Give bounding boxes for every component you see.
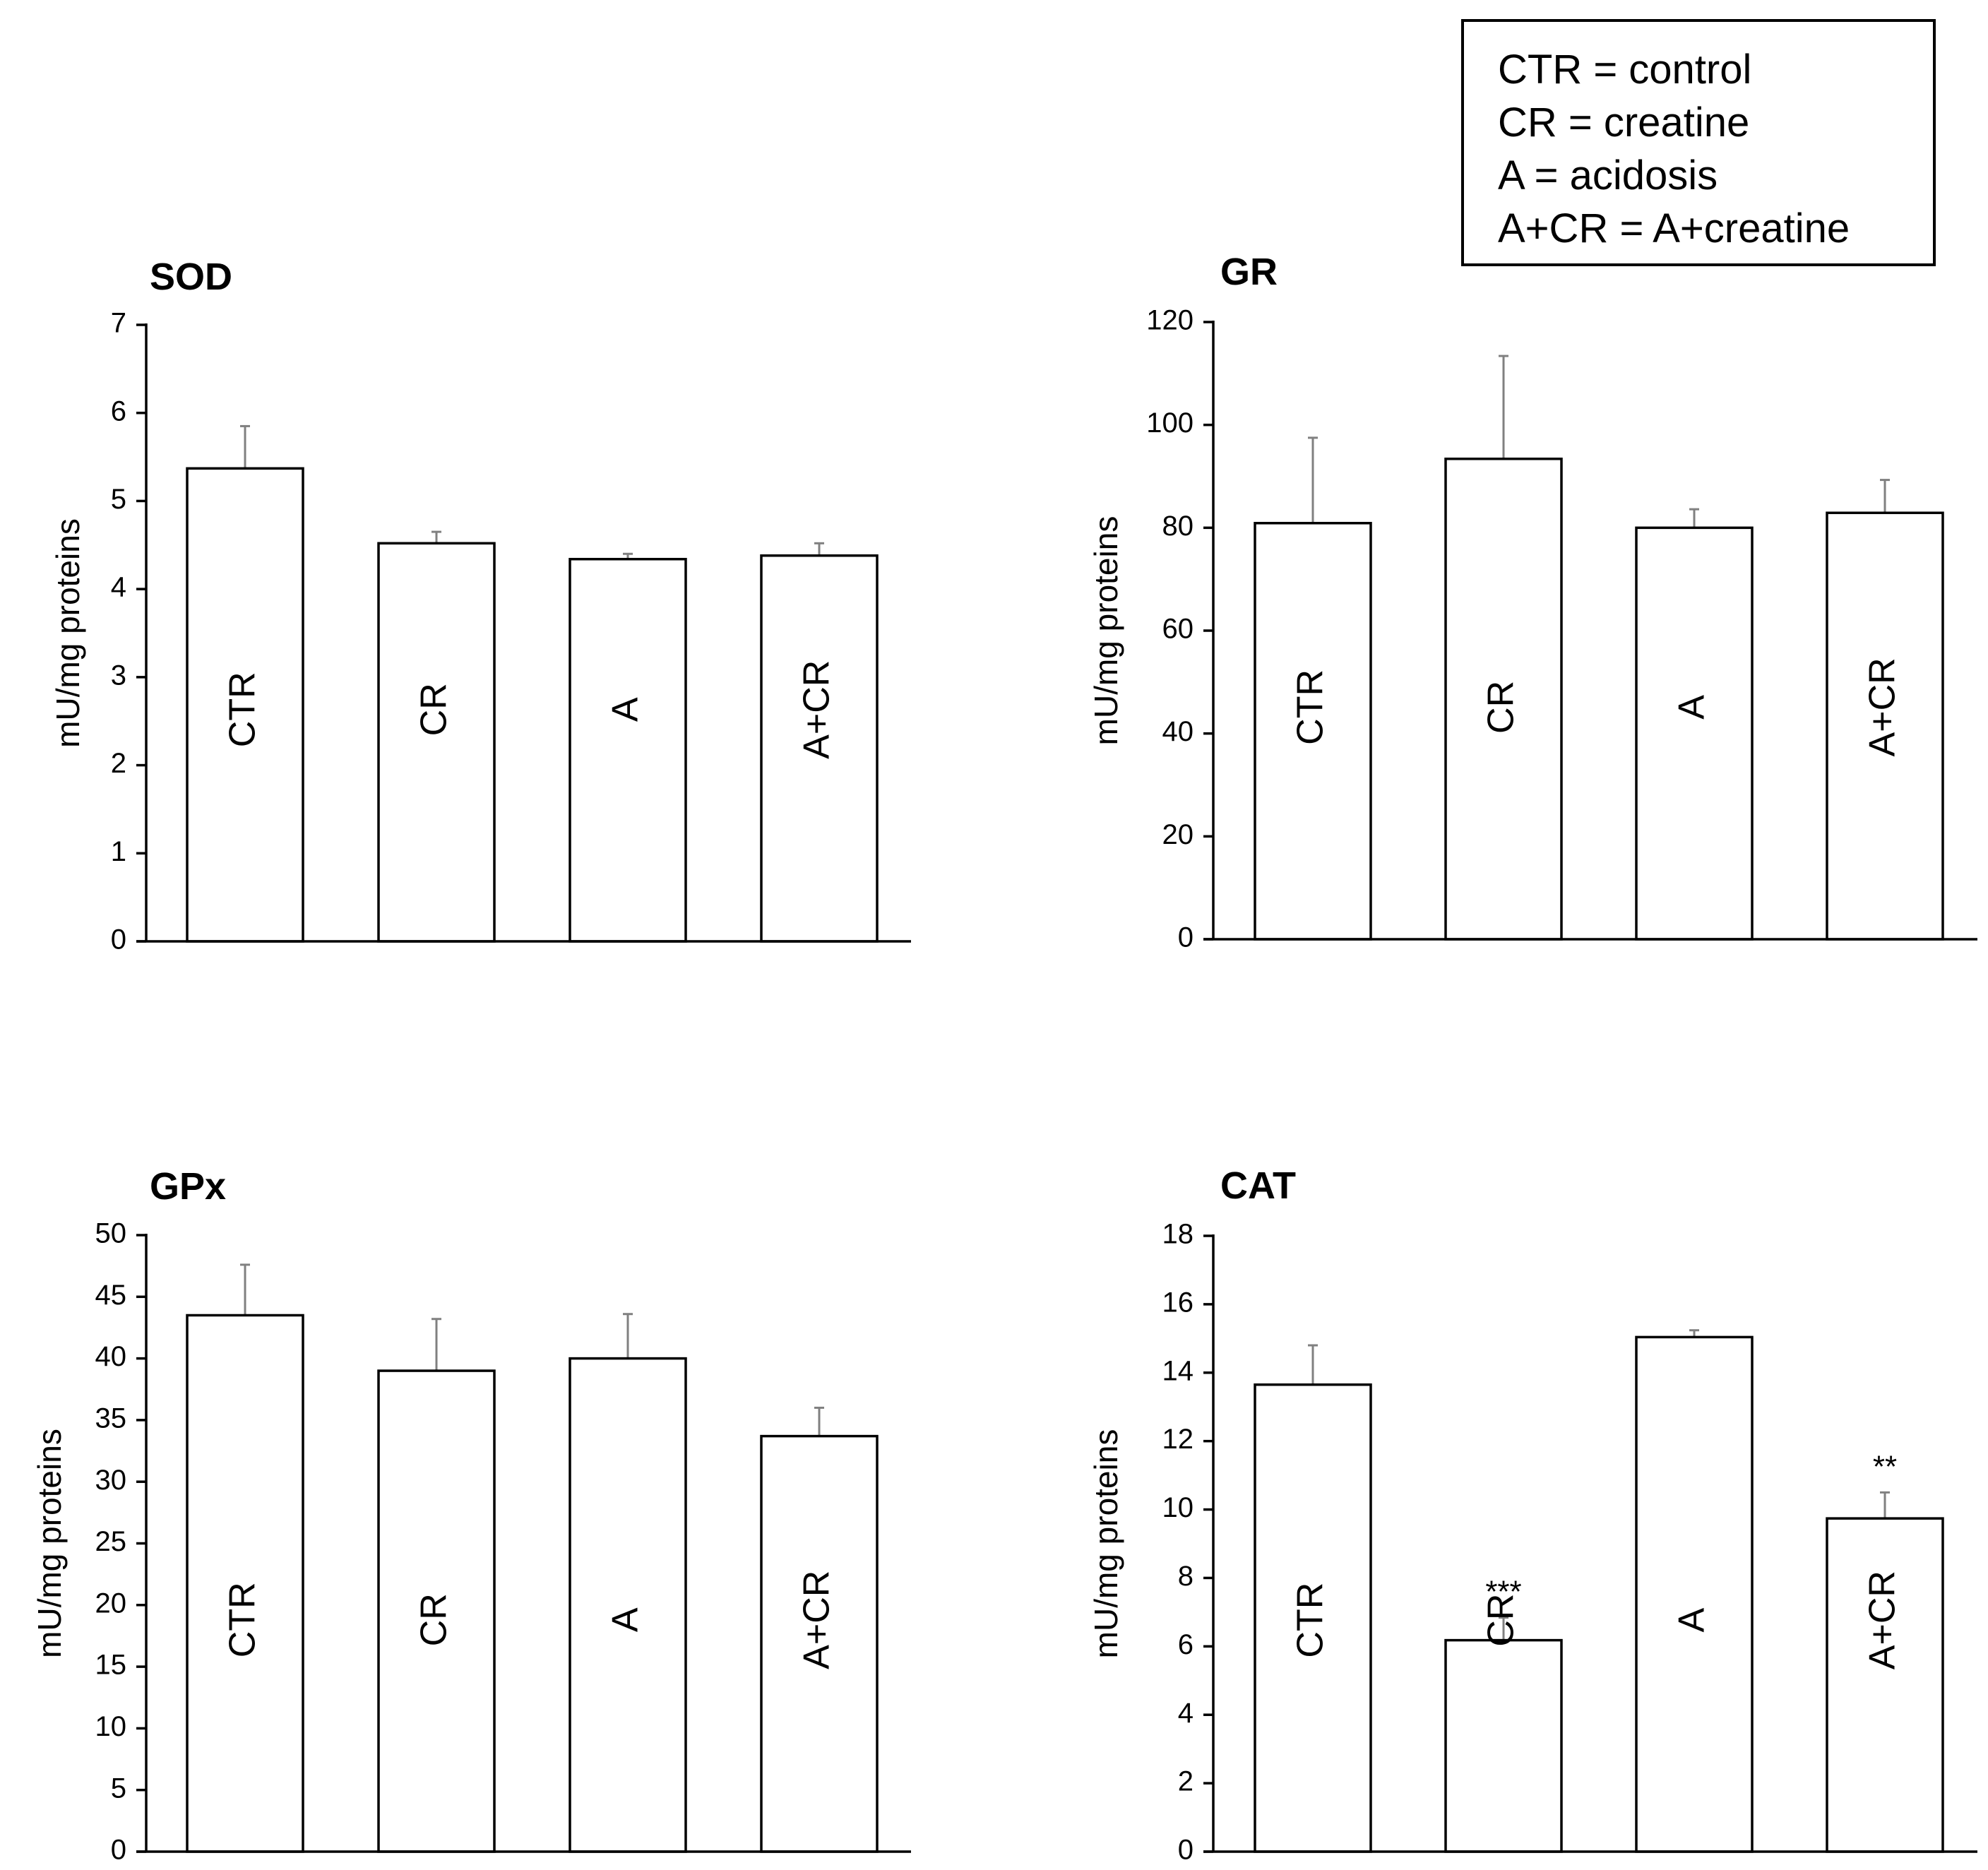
y-tick-label: 18 [1162, 1219, 1194, 1250]
chart-gpx: GPx mU/mg proteins CTR CR A A+CR 0 5 10 15 20 25 30 3… [31, 1165, 911, 1866]
bar-label-a-cr: A+CR [797, 660, 838, 759]
chart-title: GR [1220, 251, 1278, 293]
legend-entry-ctr: CTR = control [1498, 47, 1752, 93]
bar-cr [1444, 457, 1563, 941]
y-tick-label: 2 [111, 748, 126, 779]
y-tick-label: 14 [1162, 1355, 1194, 1386]
y-tick-label: 0 [111, 924, 126, 955]
y-tick-label: 10 [1162, 1492, 1194, 1523]
bar-label-a: A [605, 1607, 646, 1632]
chart-title: SOD [150, 256, 232, 298]
bar-label-cr: CR [1481, 1594, 1522, 1647]
y-tick-label: 6 [111, 395, 126, 427]
bar-a [569, 557, 687, 943]
bar-label-a: A [1672, 1607, 1713, 1632]
bar-a-cr [1826, 511, 1944, 941]
y-tick-label: 60 [1162, 614, 1194, 645]
y-tick-label: 25 [95, 1526, 127, 1557]
y-tick-label: 4 [111, 572, 126, 603]
y-tick-label: 2 [1178, 1766, 1194, 1797]
y-tick-label: 5 [111, 1773, 126, 1804]
y-tick-label: 6 [1178, 1629, 1194, 1660]
bar-cr [377, 542, 496, 943]
y-tick-label: 40 [95, 1341, 127, 1372]
y-tick-label: 12 [1162, 1424, 1194, 1455]
y-tick-label: 40 [1162, 716, 1194, 747]
bar-label-ctr: CTR [1290, 1583, 1331, 1658]
bar-label-ctr: CTR [1290, 669, 1331, 745]
significance-cr: *** [1485, 1575, 1521, 1609]
bar-ctr [186, 467, 304, 943]
y-tick-label: 0 [1178, 1835, 1194, 1866]
bar-label-a-cr: A+CR [797, 1571, 838, 1669]
bar-label-a-cr: A+CR [1862, 657, 1903, 756]
bar-a-cr [760, 554, 879, 943]
y-axis-label: mU/mg proteins [1088, 1429, 1124, 1659]
bar-label-cr: CR [414, 1593, 455, 1646]
legend-entry-cr: CR = creatine [1498, 100, 1750, 145]
y-tick-label: 45 [95, 1280, 127, 1311]
bar-ctr [1254, 1383, 1372, 1853]
bar-label-ctr: CTR [222, 1582, 263, 1657]
bar-a-cr [1826, 1517, 1944, 1853]
y-tick-label: 5 [111, 484, 126, 515]
y-tick-label: 80 [1162, 511, 1194, 542]
y-tick-label: 1 [111, 836, 126, 867]
chart-sod: SOD mU/mg proteins CTR CR A A+CR 0 1 2 3 4 5 6 7 [49, 256, 911, 955]
bar-a [1635, 526, 1754, 941]
y-tick-label: 120 [1146, 305, 1194, 336]
y-tick-label: 20 [1162, 819, 1194, 850]
y-tick-label: 20 [95, 1588, 127, 1619]
legend-box: CTR = control CR = creatine A = acidosis… [1461, 19, 1936, 266]
bar-a-cr [760, 1434, 879, 1853]
legend-entry-a-cr: A+CR = A+creatine [1498, 206, 1850, 251]
y-tick-label: 3 [111, 660, 126, 691]
chart-cat: CAT mU/mg proteins CTR CR*** A A+CR ** 0 2 4 6 8 10 1… [1088, 1165, 1977, 1866]
y-tick-label: 35 [95, 1402, 127, 1434]
y-tick-label: 15 [95, 1650, 127, 1681]
bar-label-a: A [1672, 695, 1713, 720]
bar-label-a: A [605, 697, 646, 722]
y-axis-label: mU/mg proteins [49, 518, 86, 748]
chart-title: CAT [1220, 1165, 1296, 1207]
y-axis-label: mU/mg proteins [1088, 516, 1124, 746]
y-tick-label: 0 [1178, 922, 1194, 953]
y-tick-label: 8 [1178, 1561, 1194, 1592]
bar-label-a-cr: A+CR [1862, 1571, 1903, 1669]
y-axis-label: mU/mg proteins [31, 1429, 68, 1658]
y-tick-label: 0 [111, 1835, 126, 1866]
bar-cr [1444, 1638, 1563, 1853]
bar-ctr [1254, 522, 1372, 941]
y-tick-label: 10 [95, 1711, 127, 1742]
y-tick-label: 4 [1178, 1698, 1194, 1729]
chart-gr: GR mU/mg proteins CTR CR A A+CR 0 20 40 60 80 100 12… [1088, 251, 1977, 953]
y-tick-label: 30 [95, 1465, 127, 1496]
bar-label-ctr: CTR [222, 672, 263, 747]
y-tick-label: 16 [1162, 1287, 1194, 1318]
bar-a [569, 1357, 687, 1853]
chart-title: GPx [150, 1165, 226, 1208]
bar-cr [377, 1369, 496, 1853]
y-tick-label: 50 [95, 1218, 127, 1249]
y-tick-label: 100 [1146, 407, 1194, 439]
significance-a-cr: ** [1873, 1449, 1897, 1484]
legend-entry-a: A = acidosis [1498, 153, 1718, 198]
bar-ctr [186, 1314, 304, 1853]
bar-label-cr: CR [414, 683, 455, 736]
bar-a [1635, 1335, 1754, 1853]
bar-label-cr: CR [1481, 681, 1522, 734]
y-tick-label: 7 [111, 308, 126, 339]
